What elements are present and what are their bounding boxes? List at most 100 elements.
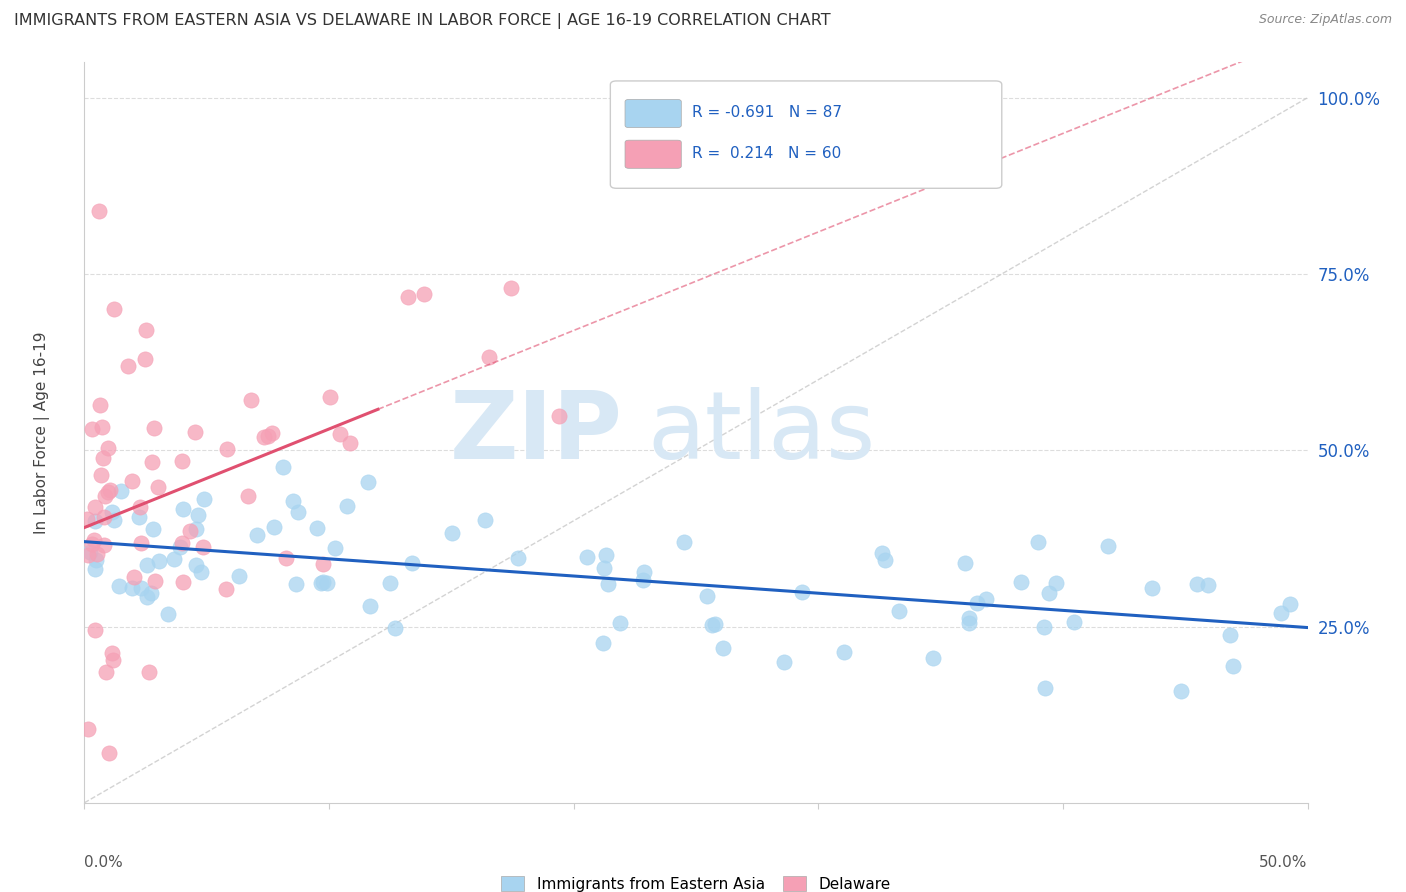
Text: atlas: atlas — [647, 386, 876, 479]
Point — [90, 467, 112, 482]
Point — [1270, 607, 1292, 621]
Point — [193, 491, 215, 506]
Point — [84, 553, 107, 567]
Point — [711, 641, 734, 656]
Point — [312, 575, 335, 590]
Point — [1026, 534, 1049, 549]
Text: IMMIGRANTS FROM EASTERN ASIA VS DELAWARE IN LABOR FORCE | AGE 16-19 CORRELATION : IMMIGRANTS FROM EASTERN ASIA VS DELAWARE… — [14, 13, 831, 29]
Point — [162, 551, 184, 566]
Point — [957, 615, 980, 630]
Point — [93, 538, 115, 552]
Point — [413, 287, 436, 301]
Point — [875, 552, 897, 566]
Point — [83, 500, 105, 514]
Point — [1063, 615, 1085, 629]
Point — [253, 429, 276, 443]
Point — [91, 450, 114, 465]
Text: In Labor Force | Age 16-19: In Labor Force | Age 16-19 — [34, 331, 49, 534]
Point — [339, 436, 361, 450]
Point — [396, 290, 419, 304]
Point — [134, 352, 156, 367]
Point — [143, 574, 166, 589]
Point — [101, 646, 124, 660]
Point — [311, 557, 333, 571]
Text: 0.0%: 0.0% — [84, 855, 124, 870]
Point — [1170, 684, 1192, 698]
Point — [1142, 581, 1164, 595]
Point — [191, 541, 214, 555]
Point — [548, 409, 571, 423]
Point — [122, 570, 145, 584]
Point — [592, 560, 614, 574]
Point — [773, 655, 796, 669]
Point — [121, 582, 143, 596]
Point — [631, 573, 654, 587]
Point — [135, 590, 157, 604]
Point — [148, 554, 170, 568]
Point — [179, 524, 201, 538]
Point — [955, 556, 977, 570]
Point — [1197, 578, 1219, 592]
Text: Source: ZipAtlas.com: Source: ZipAtlas.com — [1258, 13, 1392, 27]
Point — [82, 537, 104, 551]
Point — [315, 575, 337, 590]
Point — [307, 520, 329, 534]
Point — [184, 522, 207, 536]
Point — [1032, 620, 1054, 634]
Point — [474, 512, 496, 526]
Point — [108, 579, 131, 593]
Point — [76, 512, 98, 526]
Point — [83, 533, 105, 547]
FancyBboxPatch shape — [626, 140, 682, 169]
Point — [128, 500, 150, 514]
Point — [84, 514, 107, 528]
Point — [966, 596, 988, 610]
Point — [380, 576, 402, 591]
Point — [110, 484, 132, 499]
Point — [1097, 539, 1119, 553]
Point — [595, 548, 617, 562]
Point — [100, 483, 122, 497]
Point — [976, 592, 998, 607]
Point — [94, 489, 117, 503]
Point — [184, 425, 207, 439]
Point — [86, 547, 108, 561]
Point — [359, 599, 381, 613]
FancyBboxPatch shape — [610, 81, 1002, 188]
Point — [1219, 628, 1241, 642]
Point — [273, 460, 295, 475]
Point — [142, 522, 165, 536]
Point — [499, 281, 522, 295]
Point — [190, 565, 212, 579]
Point — [129, 581, 152, 595]
Point — [128, 509, 150, 524]
Point — [138, 665, 160, 679]
Point — [89, 398, 111, 412]
Point — [170, 454, 193, 468]
Point — [633, 565, 655, 579]
Text: R =  0.214   N = 60: R = 0.214 N = 60 — [692, 146, 842, 161]
Point — [281, 494, 304, 508]
Point — [287, 504, 309, 518]
Point — [236, 489, 259, 503]
Text: ZIP: ZIP — [450, 386, 623, 479]
Point — [1038, 586, 1060, 600]
Point — [246, 527, 269, 541]
Point — [94, 665, 117, 679]
Point — [135, 558, 157, 573]
Point — [256, 429, 278, 443]
Point — [77, 548, 100, 562]
Point — [673, 534, 696, 549]
Point — [596, 576, 619, 591]
Point — [440, 525, 463, 540]
Point — [1033, 681, 1056, 696]
Point — [217, 442, 239, 456]
Point — [401, 556, 423, 570]
Point — [117, 359, 139, 373]
Point — [87, 203, 110, 218]
Point — [1279, 597, 1302, 611]
Point — [184, 558, 207, 573]
Text: 50.0%: 50.0% — [1260, 855, 1308, 870]
Point — [135, 323, 157, 337]
Point — [318, 390, 340, 404]
